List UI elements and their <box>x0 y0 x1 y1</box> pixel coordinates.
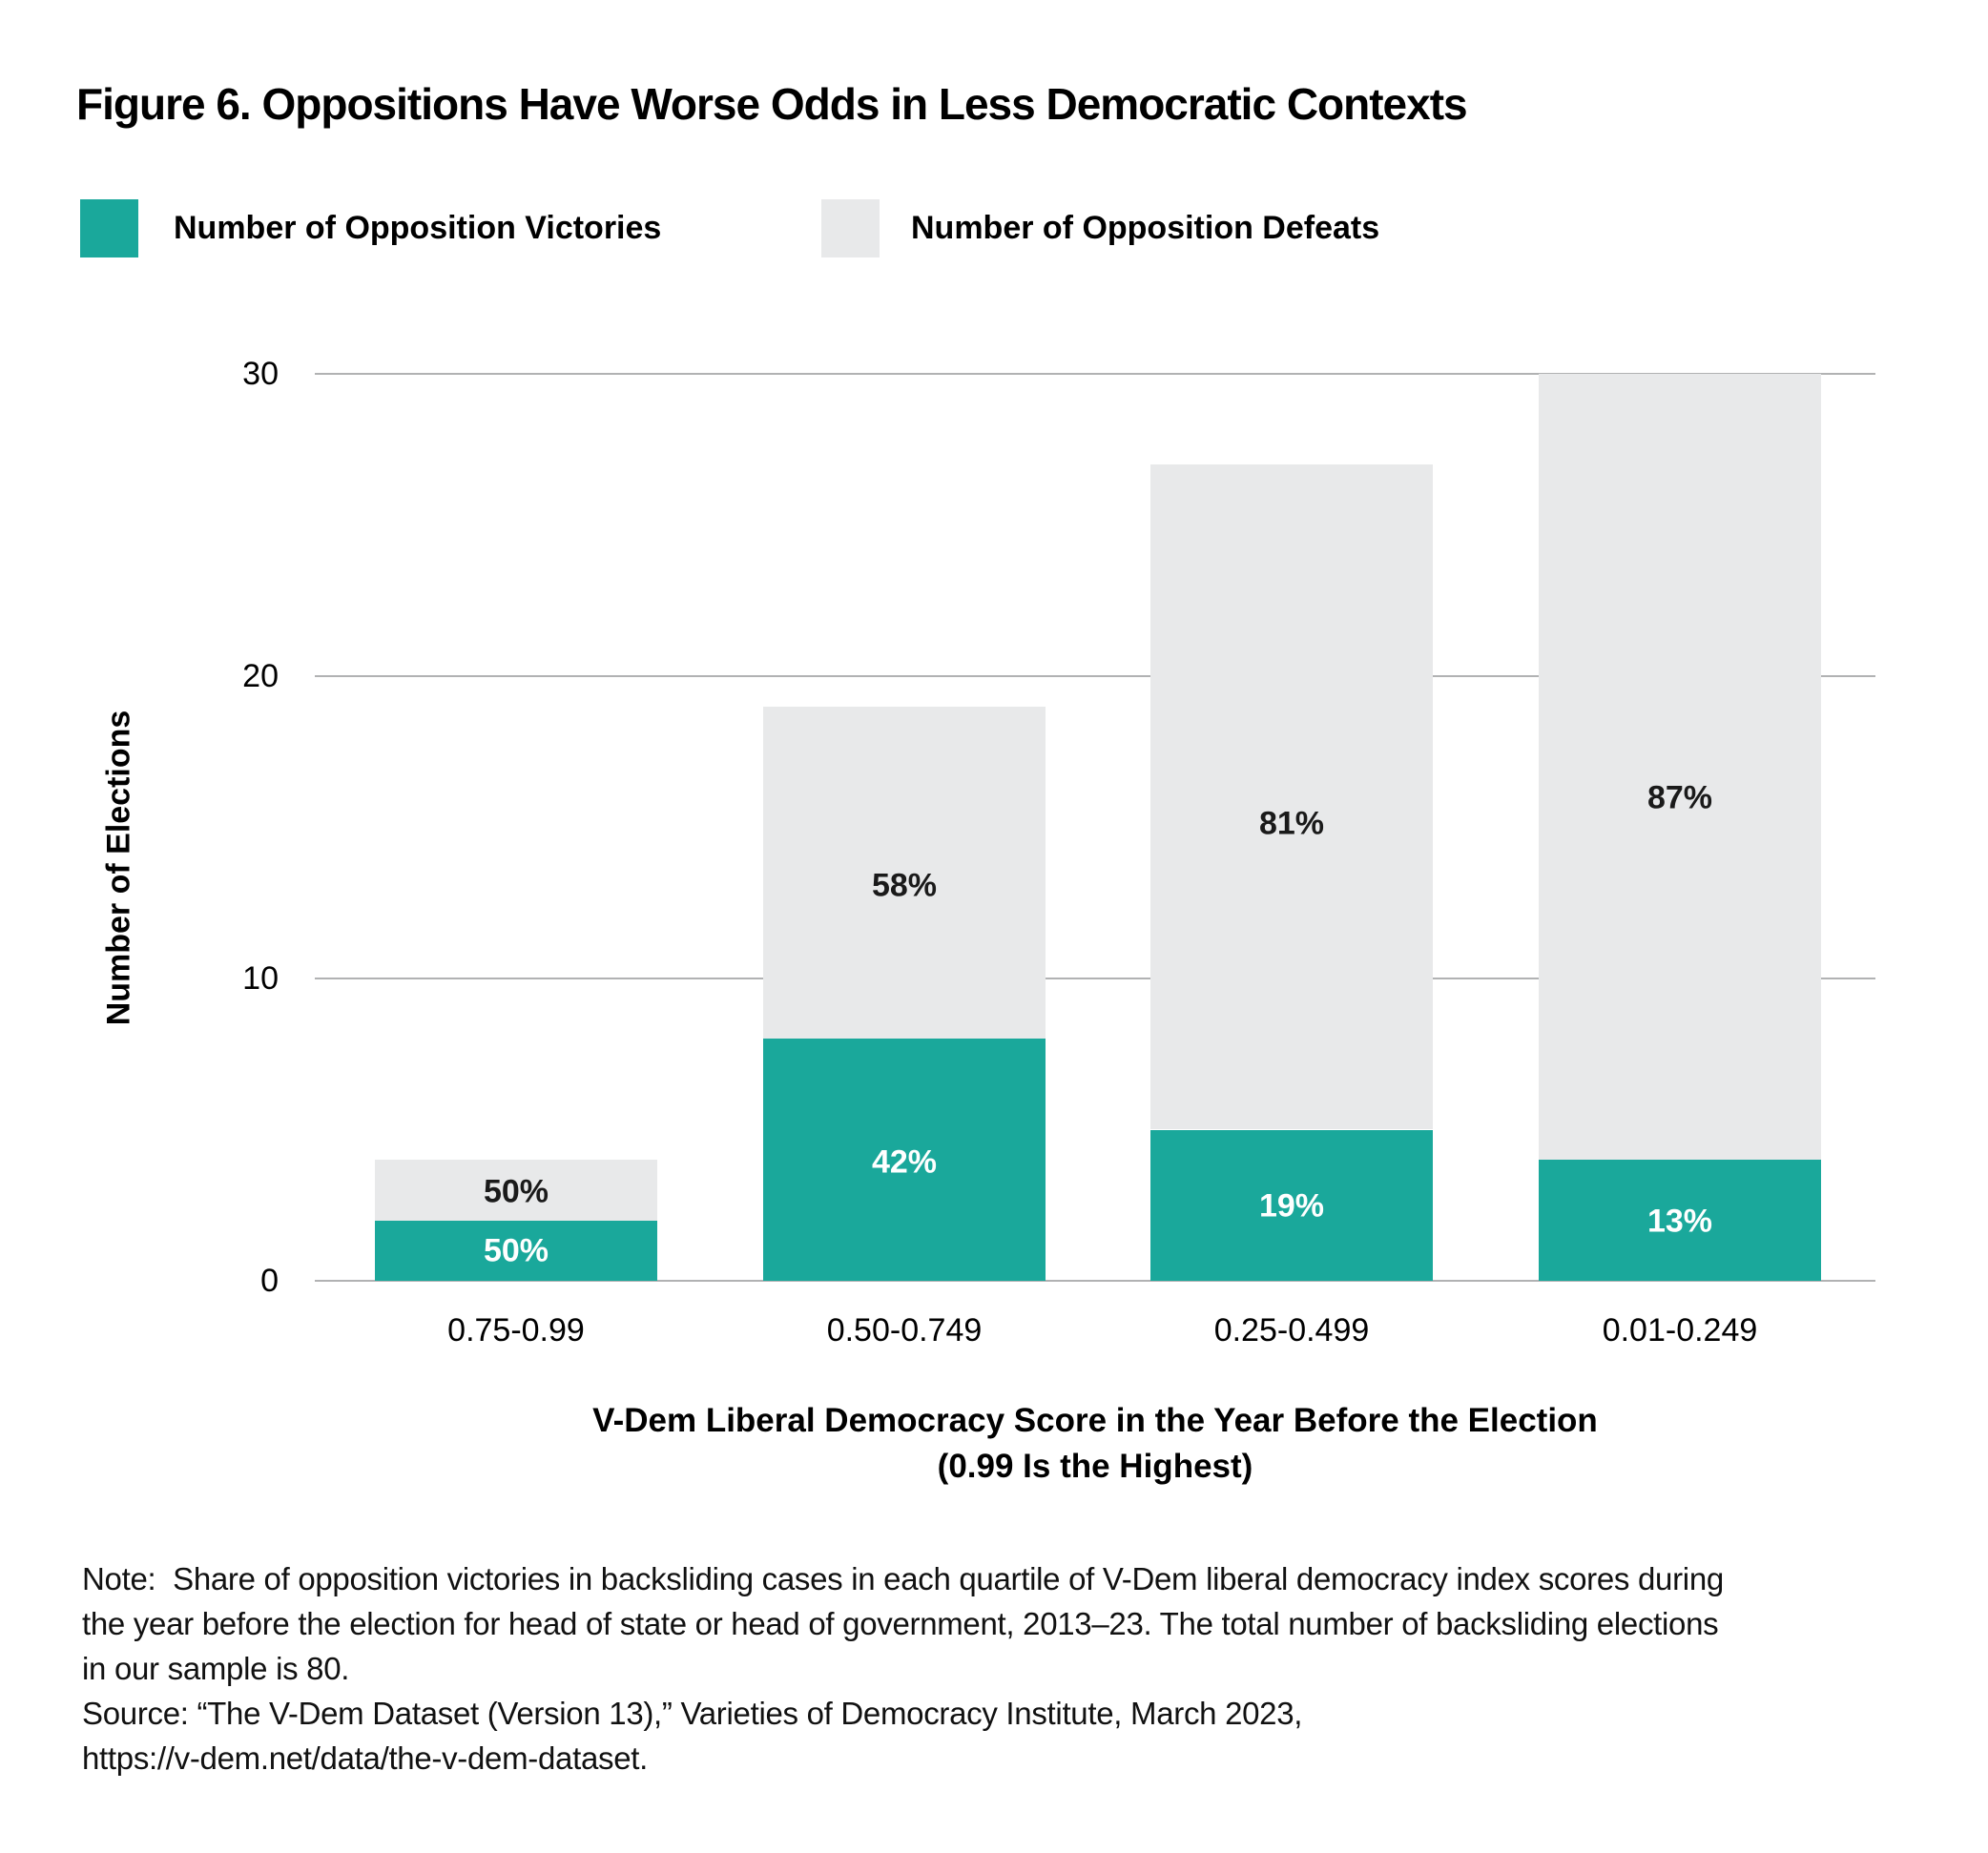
bar-defeats-label-0: 50% <box>483 1173 549 1210</box>
bar-defeats-label-2: 81% <box>1258 805 1325 842</box>
gridline-10 <box>315 978 1875 979</box>
bar-defeats-label-3: 87% <box>1646 779 1713 816</box>
legend-swatch-defeats <box>821 199 880 257</box>
gridline-0 <box>315 1280 1875 1282</box>
x-tick-label-0: 0.75-0.99 <box>447 1312 585 1349</box>
y-tick-label-30: 30 <box>242 356 279 392</box>
bar-victories-label-3: 13% <box>1646 1203 1713 1240</box>
x-tick-label-1: 0.50-0.749 <box>826 1312 983 1349</box>
bar-victories-label-2: 19% <box>1258 1187 1325 1225</box>
figure-title: Figure 6. Oppositions Have Worse Odds in… <box>76 79 1468 129</box>
bar-defeats-label-1: 58% <box>871 867 938 904</box>
note-line-3: in our sample is 80. <box>82 1651 350 1686</box>
bar-victories-3: 13% <box>1539 1160 1821 1281</box>
legend-label-victories: Number of Opposition Victories <box>174 210 662 246</box>
x-axis-title-line1: V-Dem Liberal Democracy Score in the Yea… <box>592 1402 1598 1439</box>
bar-victories-1: 42% <box>763 1039 1046 1281</box>
x-tick-label-2: 0.25-0.499 <box>1213 1312 1370 1349</box>
bar-victories-0: 50% <box>375 1220 657 1281</box>
y-tick-label-10: 10 <box>242 960 279 997</box>
bar-victories-2: 19% <box>1150 1129 1433 1281</box>
note-line-1: Note: Share of opposition victories in b… <box>82 1561 1724 1596</box>
note-block: Note: Share of opposition victories in b… <box>82 1556 1724 1781</box>
source-line-2: https://v-dem.net/data/the-v-dem-dataset… <box>82 1740 648 1776</box>
bar-victories-label-0: 50% <box>483 1232 549 1269</box>
bar-defeats-3: 87% <box>1539 374 1821 1161</box>
gridline-20 <box>315 675 1875 677</box>
y-tick-label-0: 0 <box>260 1263 279 1299</box>
source-line-1: Source: “The V-Dem Dataset (Version 13),… <box>82 1696 1303 1731</box>
bar-defeats-1: 58% <box>763 706 1046 1040</box>
y-axis-title: Number of Elections <box>100 710 137 1026</box>
bar-defeats-0: 50% <box>375 1160 657 1221</box>
x-axis-title-line2: (0.99 Is the Highest) <box>937 1448 1253 1485</box>
gridline-30 <box>315 373 1875 375</box>
legend-swatch-victories <box>80 199 138 257</box>
bar-defeats-2: 81% <box>1150 464 1433 1130</box>
x-tick-label-3: 0.01-0.249 <box>1602 1312 1758 1349</box>
legend-label-defeats: Number of Opposition Defeats <box>911 210 1380 246</box>
note-line-2: the year before the election for head of… <box>82 1606 1719 1641</box>
bar-victories-label-1: 42% <box>871 1143 938 1181</box>
y-tick-label-20: 20 <box>242 658 279 694</box>
